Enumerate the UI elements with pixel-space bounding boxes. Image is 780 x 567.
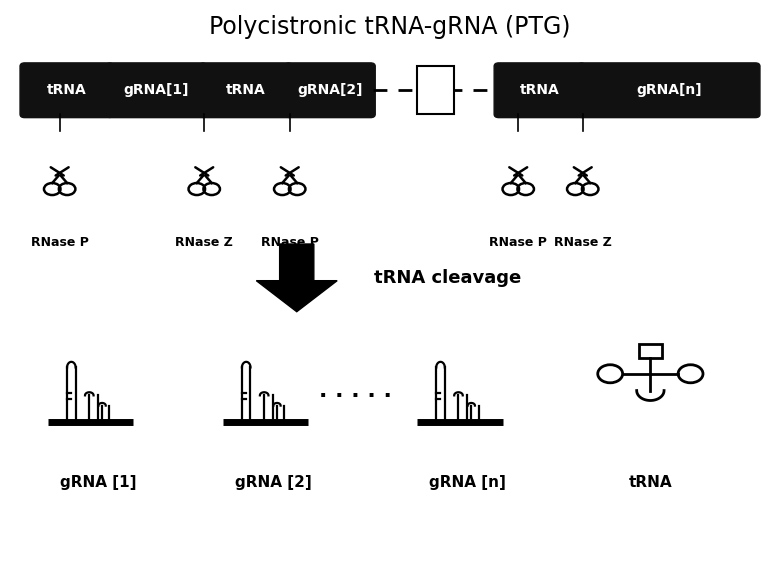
Text: gRNA [2]: gRNA [2]	[235, 475, 312, 490]
Text: tRNA: tRNA	[519, 83, 559, 98]
Text: Polycistronic tRNA-gRNA (PTG): Polycistronic tRNA-gRNA (PTG)	[209, 15, 571, 40]
Text: tRNA cleavage: tRNA cleavage	[374, 269, 522, 287]
Text: tRNA: tRNA	[226, 83, 266, 98]
FancyBboxPatch shape	[285, 63, 375, 117]
Text: gRNA [n]: gRNA [n]	[429, 475, 506, 490]
Text: gRNA[2]: gRNA[2]	[297, 83, 363, 98]
FancyBboxPatch shape	[20, 63, 113, 117]
Text: tRNA: tRNA	[47, 83, 87, 98]
Text: gRNA[n]: gRNA[n]	[636, 83, 702, 98]
Polygon shape	[257, 244, 337, 312]
Text: gRNA [1]: gRNA [1]	[60, 475, 136, 490]
Text: · · · · ·: · · · · ·	[318, 386, 392, 407]
Text: RNase P: RNase P	[30, 235, 89, 248]
Text: RNase Z: RNase Z	[554, 235, 612, 248]
Bar	[417, 66, 454, 114]
Text: tRNA: tRNA	[629, 475, 672, 490]
FancyBboxPatch shape	[106, 63, 207, 117]
Text: RNase Z: RNase Z	[176, 235, 233, 248]
FancyBboxPatch shape	[578, 63, 760, 117]
FancyBboxPatch shape	[495, 63, 585, 117]
FancyBboxPatch shape	[200, 63, 292, 117]
Text: RNase P: RNase P	[489, 235, 548, 248]
Bar	[639, 344, 662, 358]
Text: gRNA[1]: gRNA[1]	[124, 83, 190, 98]
Text: RNase P: RNase P	[261, 235, 319, 248]
